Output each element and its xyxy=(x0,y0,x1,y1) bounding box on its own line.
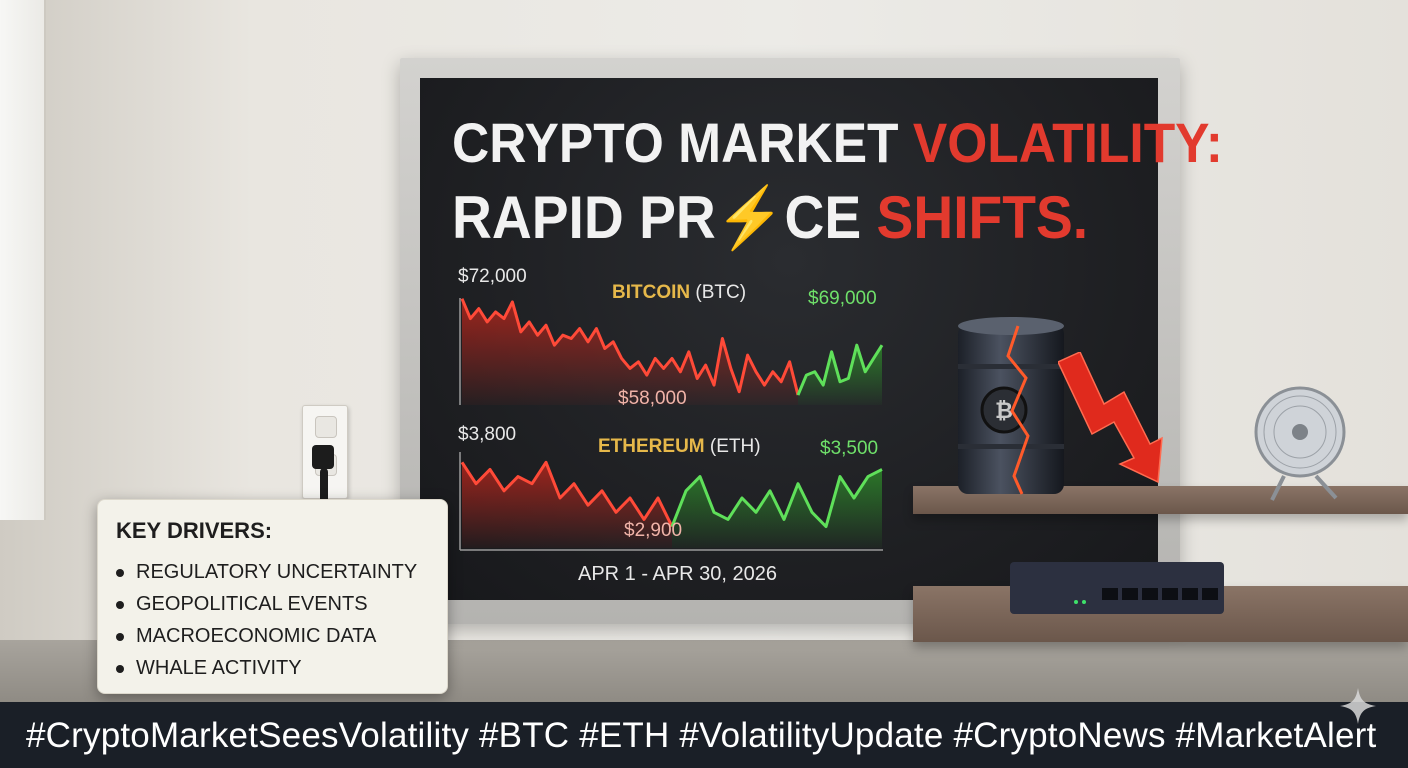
list-item: REGULATORY UNCERTAINTY xyxy=(116,556,417,588)
desk-fan-icon xyxy=(1254,386,1346,501)
sparkle-icon xyxy=(1340,688,1376,724)
list-item-label: REGULATORY UNCERTAINTY xyxy=(136,561,418,583)
list-item: WHALE ACTIVITY xyxy=(116,652,417,684)
eth-title-rest: (ETH) xyxy=(709,436,761,457)
date-range: APR 1 - APR 30, 2026 xyxy=(578,563,778,585)
plug xyxy=(312,445,334,469)
btc-high-label: $72,000 xyxy=(458,266,527,287)
headline-line-1: CRYPTO MARKET VOLATILITY: xyxy=(452,110,1223,175)
svg-text:₿: ₿ xyxy=(995,399,1013,424)
power-cord xyxy=(320,468,328,508)
bullet-icon xyxy=(116,632,124,641)
headline-red: VOLATILITY: xyxy=(912,111,1223,174)
btc-chart xyxy=(460,298,884,405)
eth-high-label: $3,800 xyxy=(458,424,517,445)
bitcoin-barrel-icon: ₿ xyxy=(958,317,1064,495)
eth-decline-area xyxy=(462,462,672,548)
btc-recovery-line xyxy=(796,343,884,396)
lightning-icon: ⚡ xyxy=(715,184,785,251)
eth-chart xyxy=(460,460,883,548)
bullet-icon xyxy=(116,664,124,673)
key-drivers-list: REGULATORY UNCERTAINTY GEOPOLITICAL EVEN… xyxy=(116,556,417,684)
bullet-icon xyxy=(116,568,124,577)
eth-low-label: $2,900 xyxy=(624,520,683,541)
btc-title-rest: (BTC) xyxy=(695,282,747,303)
hashtag-banner: #CryptoMarketSeesVolatility #BTC #ETH #V… xyxy=(0,702,1408,768)
list-item-label: WHALE ACTIVITY xyxy=(136,657,302,679)
btc-decline-line xyxy=(460,298,800,396)
btc-end-label: $69,000 xyxy=(808,288,877,309)
network-switch-icon xyxy=(1010,562,1224,614)
eth-title: ETHEREUM (ETH) xyxy=(598,436,761,458)
key-drivers-title: KEY DRIVERS: xyxy=(116,518,273,543)
headline-white: RAPID PR xyxy=(452,184,716,251)
key-drivers-card: KEY DRIVERS: REGULATORY UNCERTAINTY GEOP… xyxy=(97,499,448,694)
list-item: GEOPOLITICAL EVENTS xyxy=(116,588,417,620)
bullet-icon xyxy=(116,600,124,609)
list-item: MACROECONOMIC DATA xyxy=(116,620,417,652)
eth-decline-line xyxy=(460,460,674,528)
window-edge xyxy=(0,0,46,520)
btc-title-bold: BITCOIN xyxy=(612,282,691,303)
btc-recovery-area xyxy=(798,345,882,405)
btc-title: BITCOIN (BTC) xyxy=(612,282,746,304)
headline-white: CE xyxy=(784,184,862,251)
headline-white: CRYPTO MARKET xyxy=(452,111,899,174)
list-item-label: MACROECONOMIC DATA xyxy=(136,625,377,647)
hashtag-text: #CryptoMarketSeesVolatility #BTC #ETH #V… xyxy=(26,716,1377,755)
eth-end-label: $3,500 xyxy=(820,438,879,459)
btc-low-label: $58,000 xyxy=(618,388,687,409)
headline-red: SHIFTS. xyxy=(876,184,1089,251)
eth-title-bold: ETHEREUM xyxy=(598,436,705,457)
red-down-arrow-icon xyxy=(1058,352,1163,484)
headline-line-2: RAPID PR⚡CE SHIFTS. xyxy=(452,182,1096,253)
eth-recovery-area xyxy=(672,469,882,548)
list-item-label: GEOPOLITICAL EVENTS xyxy=(136,593,368,615)
eth-recovery-line xyxy=(670,468,883,529)
